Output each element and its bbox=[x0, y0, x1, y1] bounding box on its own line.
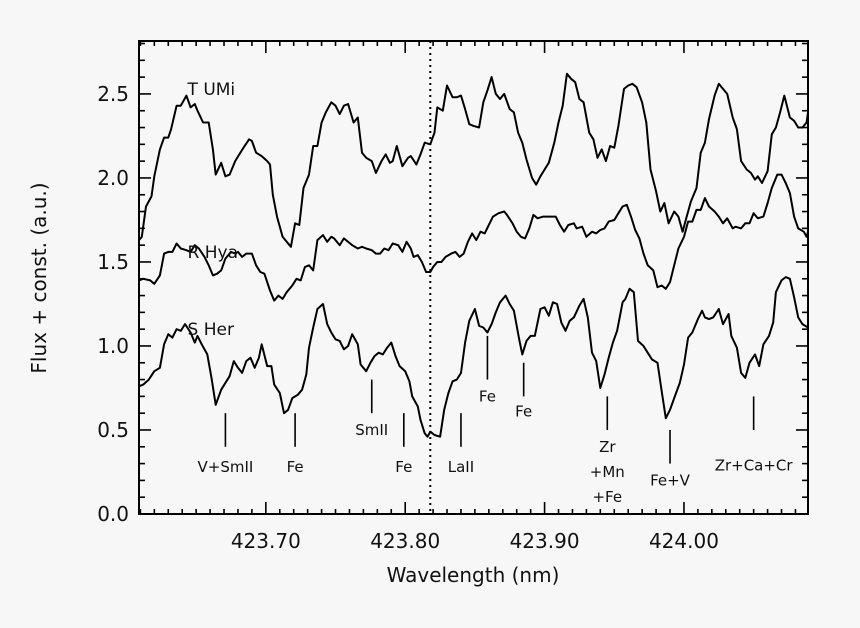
y-axis-title: Flux + const. (a.u.) bbox=[27, 182, 51, 373]
annotation-label: SmII bbox=[355, 421, 388, 439]
y-tick-label: 1.5 bbox=[97, 250, 129, 274]
spectrum-curves bbox=[138, 72, 809, 438]
x-axis-title: Wavelength (nm) bbox=[387, 563, 560, 587]
annotation-label: +Fe bbox=[592, 488, 622, 506]
y-tick-label: 0.5 bbox=[97, 418, 129, 442]
annotation-label: LaII bbox=[448, 458, 474, 476]
y-tick-label: 2.0 bbox=[97, 166, 129, 190]
series-label: S Her bbox=[188, 320, 234, 340]
annotation-label: V+SmII bbox=[198, 458, 254, 476]
y-tick-label: 1.0 bbox=[97, 334, 129, 358]
spectrum-r-hya bbox=[138, 173, 809, 302]
x-tick-label: 424.00 bbox=[649, 529, 719, 553]
annotation-label: Fe bbox=[515, 403, 532, 421]
y-tick-labels: 0.0 0.5 1.0 1.5 2.0 2.5 bbox=[97, 82, 129, 526]
star-labels: T UMi R Hya S Her bbox=[187, 80, 238, 340]
plot-area: V+SmII Fe SmII Fe LaII Fe Fe Zr +Mn +Fe Fe+V Zr+Ca+… bbox=[138, 41, 809, 514]
y-tick-label: 2.5 bbox=[97, 82, 129, 106]
x-tick-label: 423.90 bbox=[510, 529, 580, 553]
axis-ticks bbox=[139, 41, 808, 515]
x-tick-label: 423.80 bbox=[370, 529, 440, 553]
plot-frame bbox=[138, 40, 809, 515]
series-label: T UMi bbox=[187, 80, 236, 100]
spectrum-t-umi bbox=[138, 72, 809, 248]
x-tick-label: 423.70 bbox=[231, 529, 301, 553]
annotation-label: +Mn bbox=[590, 463, 625, 481]
annotation-label: Fe bbox=[395, 458, 412, 476]
series-label: R Hya bbox=[188, 243, 238, 263]
spectrum-s-her bbox=[138, 276, 809, 438]
line-identifications: V+SmII Fe SmII Fe LaII Fe Fe Zr +Mn +Fe Fe+V Zr+Ca+… bbox=[198, 335, 794, 506]
annotation-label: Zr+Ca+Cr bbox=[715, 456, 794, 474]
annotation-label: Fe+V bbox=[650, 471, 691, 489]
x-tick-labels: 423.70 423.80 423.90 424.00 bbox=[231, 529, 719, 553]
annotation-label: Fe bbox=[479, 387, 496, 405]
y-tick-label: 0.0 bbox=[97, 502, 129, 526]
annotation-label: Zr bbox=[599, 438, 616, 456]
annotation-label: Fe bbox=[287, 458, 304, 476]
